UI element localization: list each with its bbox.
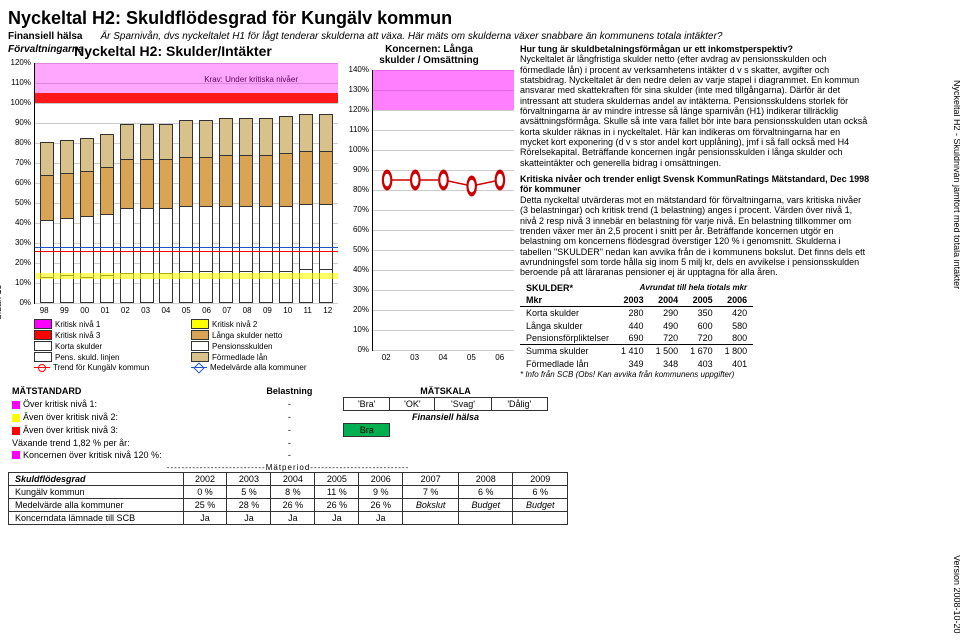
legend-item: Pens. skuld. linjen	[34, 352, 181, 362]
legend-item: Korta skulder	[34, 341, 181, 351]
legend-item: Medelvärde alla kommuner	[191, 363, 338, 372]
text-q2: Kritiska nivåer och trender enligt Svens…	[520, 174, 870, 195]
skulder-table: SKULDER* Avrundat till hela tiotals mkr …	[520, 282, 753, 370]
legend-item: Pensionsskulden	[191, 341, 338, 351]
version-label: Version 2008-10-20	[952, 555, 960, 634]
legend-item: Förmedlade lån	[191, 352, 338, 362]
chart2-title2: skulder / Omsättning	[344, 55, 514, 66]
page-title: Nyckeltal H2: Skuldflödesgrad för Kungäl…	[8, 8, 452, 29]
legend-item: Kritisk nivå 3	[34, 330, 181, 340]
legend-item: Kritisk nivå 1	[34, 319, 181, 329]
skulder-foot: * Info från SCB (Obs! Kan avvika från ko…	[520, 370, 870, 379]
chart2: Koncernen: Långa skulder / Omsättning 0%…	[344, 44, 514, 379]
chart1: Förvaltningarna Nyckeltal H2: Skulder/In…	[8, 44, 338, 379]
text-p2: Detta nyckeltal utvärderas mot en mätsta…	[520, 195, 870, 278]
text-p1: Nyckeltalet är långfristiga skulder nett…	[520, 54, 870, 168]
fin-halsa-label: Finansiell hälsa	[8, 31, 82, 42]
legend-item: Kritisk nivå 2	[191, 319, 338, 329]
explanatory-text: Hur tung är skuldbetalningsförmågan ur e…	[520, 44, 870, 379]
sub-line: Är Sparnivån, dvs nyckeltalet H1 för låg…	[100, 31, 722, 42]
side-left-label: Sidan 15	[0, 284, 3, 320]
matperiod-block: ---------------------------Mätperiod----…	[8, 463, 568, 525]
side-right-label: Nyckeltal H2 - Skuldnivån jämfört med to…	[952, 80, 960, 289]
chart2-title1: Koncernen: Långa	[344, 44, 514, 55]
legend-item: Långa skulder netto	[191, 330, 338, 340]
matstandard-block: MÄTSTANDARD Belastning MÄTSKALA Över kri…	[8, 385, 548, 461]
legend-item: Trend för Kungälv kommun	[34, 363, 181, 372]
text-q1: Hur tung är skuldbetalningsförmågan ur e…	[520, 44, 870, 54]
